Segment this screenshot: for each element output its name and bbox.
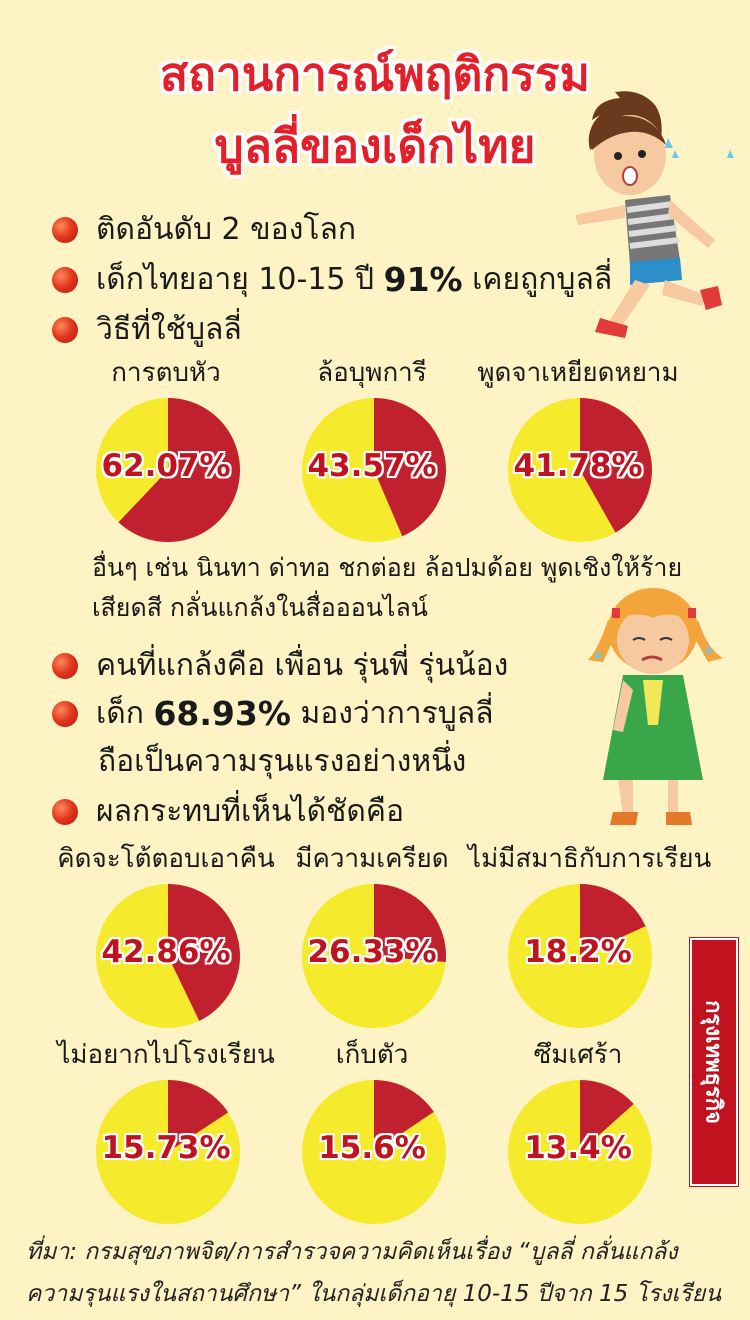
pie-chart: ไม่อยากไปโรงเรียน 15.73%: [56, 1034, 276, 1234]
pie-value-label: 43.57%: [307, 448, 437, 484]
bullet-dot-icon: [52, 798, 78, 825]
age-percent: 91%: [383, 260, 463, 299]
rank-text: ติดอันดับ 2 ของโลก: [96, 212, 357, 247]
bullet-dot-icon: [52, 652, 78, 679]
bullet-age: เด็กไทยอายุ 10-15 ปี 91% เคยถูกบูลลี่: [52, 256, 612, 303]
pie-chart: มีความเครียด 26.33%: [262, 838, 482, 1038]
effects-text: ผลกระทบที่เห็นได้ชัดคือ: [96, 794, 404, 829]
view-line-2: ถือเป็นความรุนแรงอย่างหนึ่ง: [98, 744, 467, 779]
pie-label: การตบหัว: [111, 358, 221, 388]
bullet-methods: วิธีที่ใช้บูลลี่: [52, 306, 242, 353]
age-suffix: เคยถูกบูลลี่: [472, 262, 613, 297]
bullet-rank: ติดอันดับ 2 ของโลก: [52, 206, 356, 253]
source-line-1: ที่มา: กรมสุขภาพจิต/การสำรวจความคิดเห็นเ…: [26, 1239, 678, 1265]
pie-value-slice: [374, 398, 446, 537]
pie-svg: [302, 884, 446, 1028]
bullet-dot-icon: [52, 700, 78, 727]
pie-value-slice: [374, 884, 446, 963]
bullet-dot-icon: [52, 216, 78, 243]
pie-label: ไม่อยากไปโรงเรียน: [57, 1040, 275, 1070]
pie-chart: ไม่มีสมาธิกับการเรียน 18.2%: [468, 838, 712, 1038]
pie-label: ซึมเศร้า: [533, 1040, 623, 1070]
bullet-view: เด็ก 68.93% มองว่าการบูลลี่: [52, 690, 494, 737]
pie-value-label: 18.2%: [524, 934, 632, 970]
pie-svg: [96, 1080, 240, 1224]
pie-value-label: 13.4%: [524, 1130, 632, 1166]
pie-svg: [302, 1080, 446, 1224]
pie-svg: [508, 884, 652, 1028]
pie-label: ล้อบุพการี: [317, 358, 427, 388]
bullet-dot-icon: [52, 266, 78, 293]
pie-chart: พูดจาเหยียดหยาม 41.78%: [468, 352, 688, 552]
brand-text: กรุงเทพธุรกิจ: [700, 1000, 726, 1124]
pie-chart: คิดจะโต้ตอบเอาคืน 42.86%: [56, 838, 276, 1038]
pie-chart: ล้อบุพการี 43.57%: [262, 352, 482, 552]
pie-label: ไม่มีสมาธิกับการเรียน: [468, 844, 712, 874]
crying-girl-illustration: [588, 588, 723, 825]
pie-value-label: 15.6%: [318, 1130, 426, 1166]
methods-text: วิธีที่ใช้บูลลี่: [96, 312, 242, 347]
pie-svg: [96, 884, 241, 1028]
pie-value-slice: [168, 884, 241, 1021]
pie-value-slice: [580, 884, 646, 956]
pie-svg: [508, 1080, 652, 1224]
brand-logo: กรุงเทพธุรกิจ: [689, 937, 739, 1187]
bullet-who: คนที่แกล้งคือ เพื่อน รุ่นพี่ รุ่นน้อง: [52, 642, 508, 689]
pie-value-slice: [118, 398, 241, 542]
pie-label: มีความเครียด: [295, 844, 449, 874]
pie-chart: เก็บตัว 15.6%: [262, 1034, 482, 1234]
pie-chart: ซึมเศร้า 13.4%: [468, 1034, 688, 1234]
pie-value-label: 26.33%: [307, 934, 437, 970]
title-line-1: สถานการณ์พฤติกรรม: [160, 47, 590, 101]
pie-value-slice: [580, 398, 652, 533]
pie-value-slice: [580, 1080, 634, 1152]
pie-value-label: 62.07%: [101, 448, 231, 484]
pie-chart: การตบหัว 62.07%: [56, 352, 276, 552]
pie-value-slice: [168, 1080, 229, 1152]
source-line-2: ความรุนแรงในสถานศึกษา” ในกลุ่มเด็กอายุ 1…: [26, 1281, 721, 1307]
pie-label: พูดจาเหยียดหยาม: [477, 358, 679, 388]
pie-svg: [508, 398, 652, 542]
view-percent: 68.93%: [153, 694, 291, 733]
pie-label: คิดจะโต้ตอบเอาคืน: [57, 844, 275, 874]
pie-label: เก็บตัว: [335, 1040, 409, 1070]
who-text: คนที่แกล้งคือ เพื่อน รุ่นพี่ รุ่นน้อง: [96, 648, 509, 683]
other-methods-line-2: เสียดสี กลั่นแกล้งในสื่อออนไลน์: [92, 593, 428, 622]
age-prefix: เด็กไทยอายุ 10-15 ปี: [96, 262, 375, 297]
bullet-effects: ผลกระทบที่เห็นได้ชัดคือ: [52, 788, 404, 835]
view-prefix: เด็ก: [96, 696, 144, 731]
pie-value-slice: [374, 1080, 434, 1152]
pie-value-label: 42.86%: [101, 934, 231, 970]
pie-value-label: 41.78%: [513, 448, 643, 484]
title-line-2: บูลลี่ของเด็กไทย: [214, 119, 536, 173]
view-suffix: มองว่าการบูลลี่: [300, 696, 494, 731]
pie-svg: [302, 398, 446, 542]
running-boy-illustration: [575, 91, 734, 338]
bullet-dot-icon: [52, 316, 78, 343]
other-methods-line-1: อื่นๆ เช่น นินทา ด่าทอ ชกต่อย ล้อปมด้อย …: [92, 553, 683, 582]
pie-svg: [96, 398, 241, 542]
pie-value-label: 15.73%: [101, 1130, 231, 1166]
